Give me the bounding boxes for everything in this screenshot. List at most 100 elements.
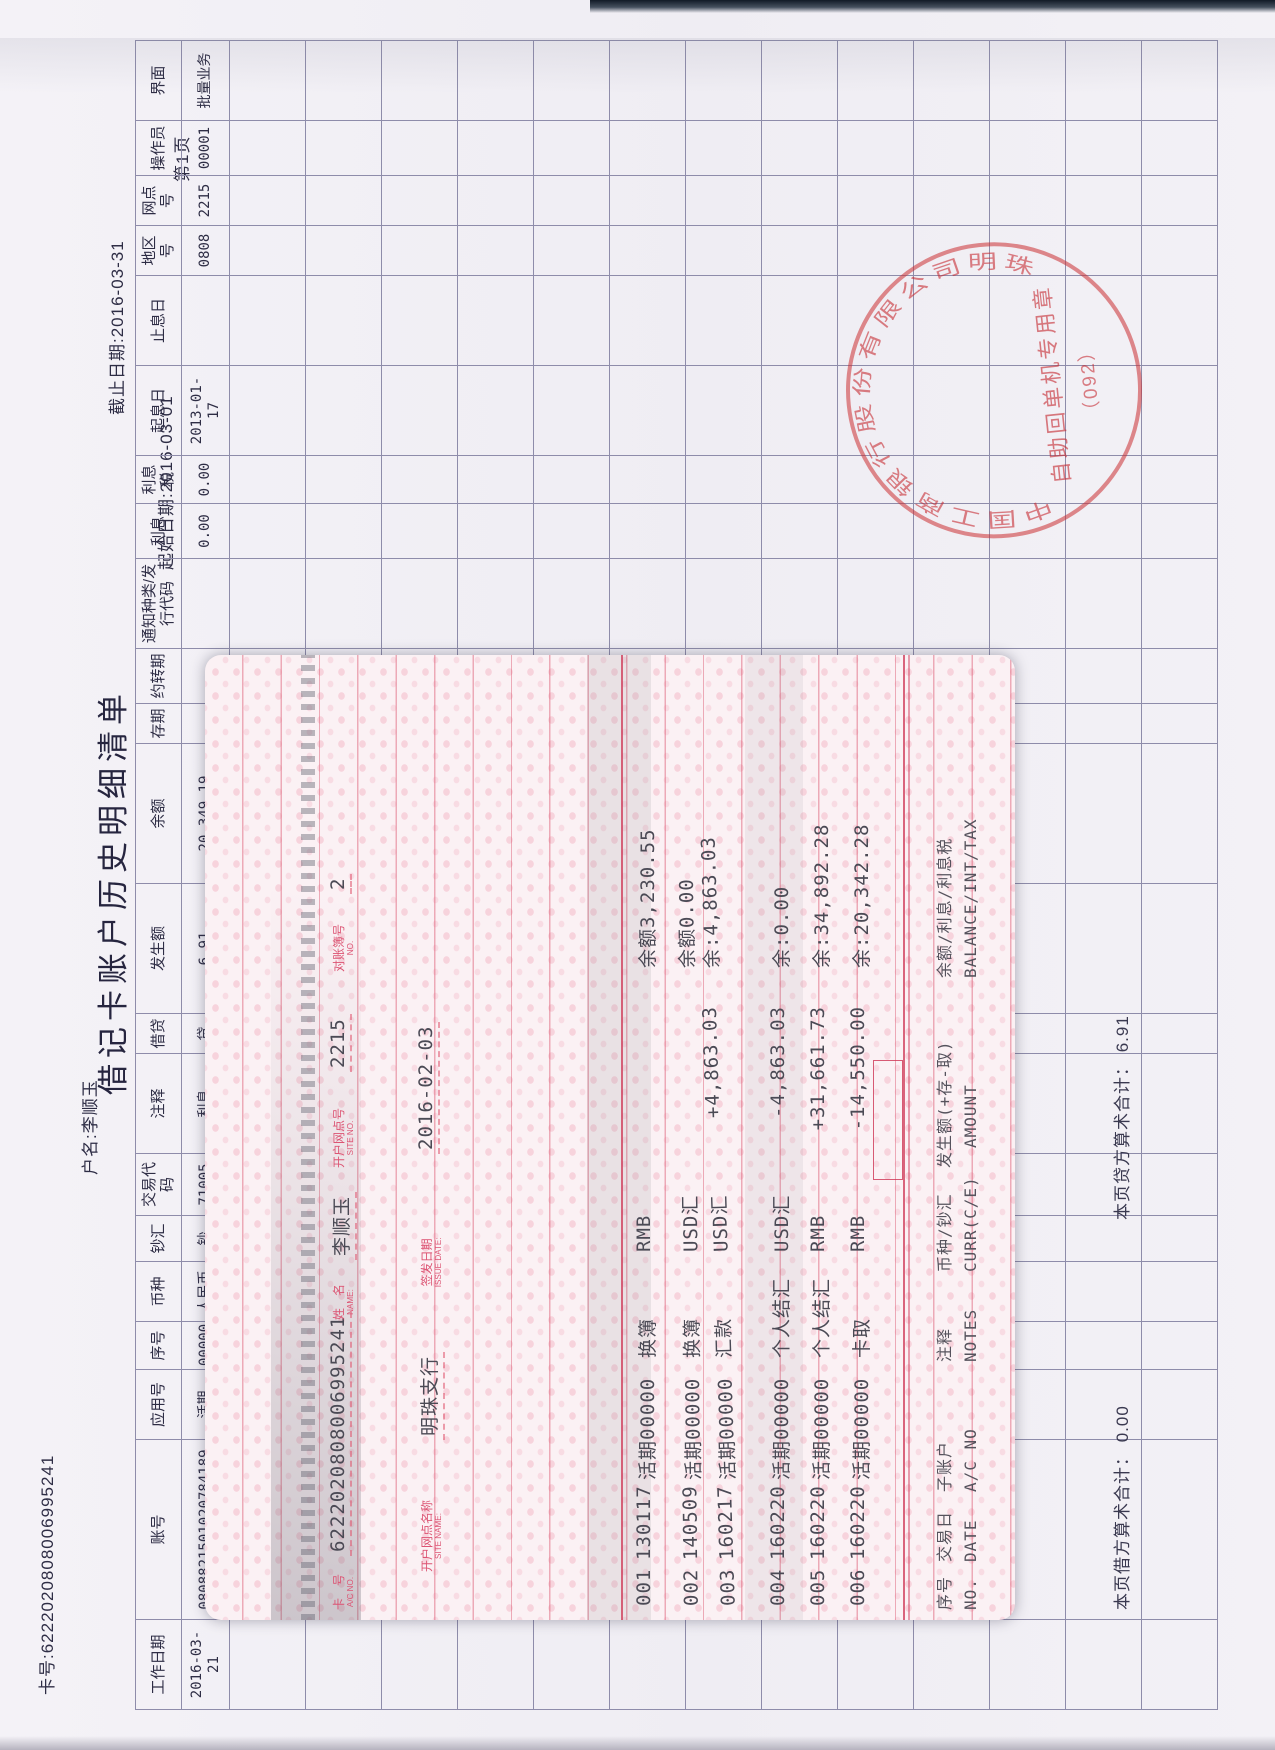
empty-cell xyxy=(913,1619,990,1710)
tx-date: 160220 xyxy=(767,1485,789,1560)
empty-cell xyxy=(609,503,686,559)
empty-cell xyxy=(305,175,382,226)
empty-cell xyxy=(685,225,762,276)
tx-account: 活期00000 xyxy=(681,1377,706,1481)
empty-cell xyxy=(989,175,1066,226)
tx-serial: 005 xyxy=(807,1568,829,1606)
cell: 00001 xyxy=(181,120,230,176)
empty-cell xyxy=(305,503,382,559)
empty-cell xyxy=(1065,120,1142,176)
footer-label-en: NOTES xyxy=(961,1308,980,1362)
empty-row xyxy=(1141,40,1218,1710)
empty-cell xyxy=(685,175,762,226)
empty-cell xyxy=(761,175,838,226)
document-title: 借记卡账户历史明细清单 xyxy=(96,688,131,1095)
cell: 0.00 xyxy=(181,503,230,559)
tx-account: 活期00000 xyxy=(811,1377,833,1480)
empty-cell xyxy=(609,225,686,276)
passbook-row: 005 160220 活期00000 个人结汇 RMB +31,661.73 余:34,89… xyxy=(807,655,837,1620)
empty-cell xyxy=(837,175,914,226)
empty-cell xyxy=(533,1619,610,1710)
field-label: 姓 名 NAME: xyxy=(332,1284,355,1320)
field-label: 开户网点号 SITE NO. xyxy=(332,1108,355,1168)
column-header: 工作日期 xyxy=(135,1619,182,1710)
tx-account: 活期00000 xyxy=(637,1377,659,1480)
bank-stamp-graphic: 中国工商银行股份有限公司明珠支行 自助回单机专用章 （092） xyxy=(810,242,1143,580)
footer-label-en: AMOUNT xyxy=(961,1084,980,1148)
passbook-rule xyxy=(903,655,905,1620)
empty-cell xyxy=(457,455,534,504)
tx-amount: -14,550.00 xyxy=(847,1006,869,1131)
passbook-rule xyxy=(621,655,623,1620)
empty-cell xyxy=(229,120,306,176)
empty-cell xyxy=(1141,175,1218,226)
field-value: 李顺玉 xyxy=(327,1191,357,1260)
passbook-row: 004 160220 活期00000 个人结汇 USD汇 -4,863.03 余:0.00 xyxy=(767,655,797,1620)
tx-date: 160217 xyxy=(713,1484,739,1561)
scan-edge-bottom xyxy=(0,1736,1275,1750)
empty-cell xyxy=(381,455,458,504)
column-header: 借贷 xyxy=(135,1013,182,1054)
column-header: 交易代码 xyxy=(135,1153,182,1216)
column-header: 存期 xyxy=(135,703,182,744)
tx-date: 160220 xyxy=(847,1485,869,1560)
tx-currency: USD汇 xyxy=(679,1194,703,1253)
empty-cell xyxy=(1141,883,1218,1014)
passbook-row: 001 130117 活期00000 换簿 RMB 余额3,230.55 xyxy=(633,655,663,1620)
empty-cell xyxy=(457,1619,534,1710)
footer-label-en: A/C NO xyxy=(961,1428,980,1492)
column-header: 注释 xyxy=(135,1053,182,1154)
field-label-en: ISSUE DATE: xyxy=(433,1237,443,1288)
field-label-zh: 卡 号 xyxy=(332,1573,346,1610)
empty-cell xyxy=(381,275,458,366)
column-header: 账号 xyxy=(135,1439,182,1620)
cell xyxy=(181,558,230,649)
empty-cell xyxy=(305,275,382,366)
passbook-stitch-seam xyxy=(301,655,315,1620)
empty-cell xyxy=(609,1619,686,1710)
footer-label-zh: 序号 xyxy=(935,1575,954,1610)
footer-label-zh: 余额/利息/利息税 xyxy=(935,837,954,978)
column-header: 约转期 xyxy=(135,648,182,704)
empty-cell xyxy=(1141,1053,1218,1154)
footer-label-en: NO. xyxy=(961,1578,980,1610)
scan-edge-top xyxy=(590,0,1275,13)
tx-note: 换簿 xyxy=(637,1317,659,1358)
tx-serial: 006 xyxy=(847,1568,869,1606)
end-date: 截止日期:2016-03-31 xyxy=(108,240,127,415)
empty-cell xyxy=(1141,1153,1218,1216)
empty-cell xyxy=(1065,883,1142,1014)
empty-cell xyxy=(685,120,762,176)
empty-cell xyxy=(609,365,686,456)
tx-currency: USD汇 xyxy=(771,1194,793,1252)
tx-balance: 余:34,892.28 xyxy=(811,823,833,968)
passbook-page: 卡 号 A/C NO. 6222020808006995241 姓 名 NAME: 李顺玉… xyxy=(205,655,1015,1620)
column-header: 币种 xyxy=(135,1261,182,1322)
field-value: 6222020808006995241 xyxy=(327,1311,352,1556)
empty-cell xyxy=(533,275,610,366)
empty-cell xyxy=(761,503,838,559)
footer-row-zh: 序号 交易日 子账户 注释 币种/钞汇 发生额(+存-取) 余额/利息/利息税 xyxy=(931,655,957,1620)
passbook-row: 006 160220 活期00000 卡取 RMB -14,550.00 余:20,342.… xyxy=(847,655,877,1620)
cell: 2215 xyxy=(181,175,230,226)
cell: 0808 xyxy=(181,225,230,276)
empty-cell xyxy=(1141,648,1218,704)
empty-cell xyxy=(761,120,838,176)
tx-amount: +31,661.73 xyxy=(807,1006,829,1131)
tx-serial: 003 xyxy=(716,1568,740,1607)
empty-cell xyxy=(1141,1619,1218,1710)
empty-cell xyxy=(457,225,534,276)
tx-account: 活期00000 xyxy=(714,1377,740,1481)
empty-cell xyxy=(837,1619,914,1710)
empty-cell xyxy=(1141,703,1218,744)
column-header: 余额 xyxy=(135,743,182,884)
empty-cell xyxy=(761,1619,838,1710)
empty-cell xyxy=(305,1619,382,1710)
empty-cell xyxy=(989,120,1066,176)
cell xyxy=(181,275,230,366)
empty-cell xyxy=(1141,225,1218,276)
empty-cell xyxy=(381,225,458,276)
tx-amount: -4,863.03 xyxy=(767,1006,789,1118)
